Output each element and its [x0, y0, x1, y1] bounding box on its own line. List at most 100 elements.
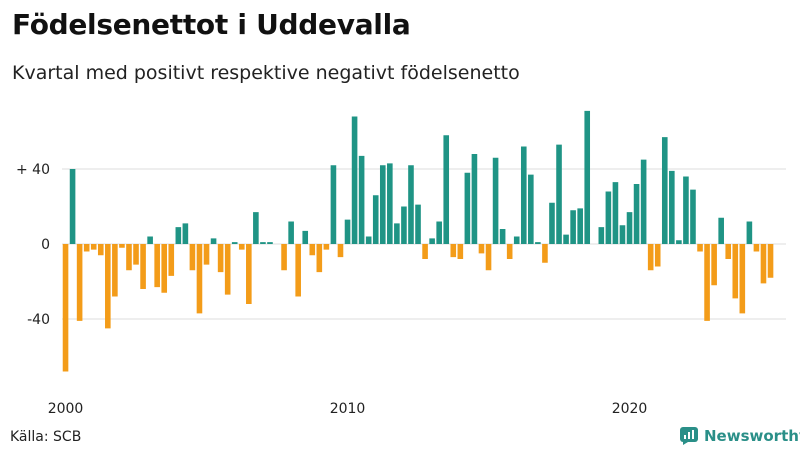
bar — [478, 244, 485, 254]
brand-logo: Newsworthy — [680, 425, 800, 447]
bar — [718, 217, 724, 244]
bar — [62, 244, 69, 372]
bar — [408, 165, 414, 244]
bar — [654, 244, 661, 267]
bar — [288, 221, 294, 244]
bar — [76, 244, 83, 321]
y-tick-label: -40 — [27, 312, 50, 328]
bar — [492, 157, 499, 244]
bar — [231, 242, 238, 245]
bar — [302, 230, 309, 245]
bar — [182, 223, 189, 245]
bar — [203, 244, 210, 265]
x-tick-label: 2010 — [330, 401, 366, 417]
bar — [661, 137, 668, 245]
newsworthy-icon — [680, 427, 698, 445]
bar — [295, 244, 301, 297]
bar — [140, 244, 146, 289]
bar — [563, 234, 569, 245]
bar — [464, 172, 471, 244]
bar — [640, 159, 647, 245]
chart-title: Födelsenettot i Uddevalla — [12, 8, 411, 41]
bar — [499, 229, 506, 244]
bar — [697, 244, 703, 252]
bar — [436, 221, 442, 244]
bar — [83, 244, 90, 252]
bar — [471, 154, 478, 244]
bar — [485, 244, 492, 271]
bar — [253, 212, 259, 245]
bar — [669, 170, 675, 245]
bar — [457, 244, 464, 259]
bar — [746, 221, 753, 244]
bar — [267, 242, 273, 245]
bar — [175, 227, 182, 245]
bar — [189, 244, 196, 271]
bar — [351, 116, 358, 244]
bar — [105, 244, 111, 329]
y-tick-label: 0 — [41, 237, 50, 253]
bar — [323, 244, 330, 250]
bar — [535, 242, 541, 245]
bar — [415, 204, 421, 245]
bar — [753, 244, 760, 252]
bar — [168, 244, 175, 276]
bar — [69, 169, 76, 244]
bar — [422, 244, 428, 259]
bar — [210, 238, 217, 245]
bar — [224, 244, 231, 295]
bar — [647, 244, 654, 271]
bars — [62, 110, 774, 372]
bar — [619, 225, 626, 244]
bar — [528, 174, 534, 245]
bar — [337, 244, 344, 258]
bar — [556, 144, 562, 245]
bar — [429, 238, 435, 245]
chart-subtitle: Kvartal med positivt respektive negativt… — [12, 62, 520, 84]
bar — [725, 244, 732, 259]
bar — [316, 244, 323, 273]
bar — [372, 195, 379, 244]
bar — [506, 244, 513, 259]
x-tick-label: 2000 — [48, 401, 84, 417]
bar — [605, 191, 612, 244]
bar — [577, 208, 583, 245]
bar — [90, 244, 97, 250]
x-tick-label: 2020 — [612, 401, 648, 417]
bar — [358, 155, 365, 245]
bar — [97, 244, 104, 256]
bar — [147, 236, 153, 244]
bar — [760, 244, 767, 284]
bar — [443, 135, 450, 244]
bar — [704, 244, 710, 321]
bar — [365, 236, 372, 244]
bar — [126, 244, 132, 271]
bar — [260, 242, 266, 245]
bar — [112, 244, 118, 297]
bar — [542, 244, 548, 263]
bar — [711, 244, 717, 286]
bar — [309, 244, 316, 256]
brand-name: Newsworthy — [704, 427, 800, 445]
bar — [246, 244, 252, 304]
bar — [626, 212, 633, 245]
bar — [344, 219, 351, 245]
bar — [633, 184, 640, 244]
bar — [217, 244, 224, 273]
bar — [281, 244, 287, 271]
bar — [196, 244, 203, 314]
bar — [570, 210, 576, 244]
bar — [612, 182, 619, 245]
source-note: Källa: SCB — [10, 429, 82, 445]
bar — [119, 244, 125, 248]
bar — [161, 244, 168, 293]
bar — [584, 110, 591, 245]
bar — [513, 236, 520, 244]
bar — [676, 240, 682, 244]
bar — [549, 202, 555, 244]
bar — [767, 244, 774, 278]
bar — [133, 244, 139, 265]
bar — [739, 244, 746, 314]
bar — [732, 244, 739, 299]
